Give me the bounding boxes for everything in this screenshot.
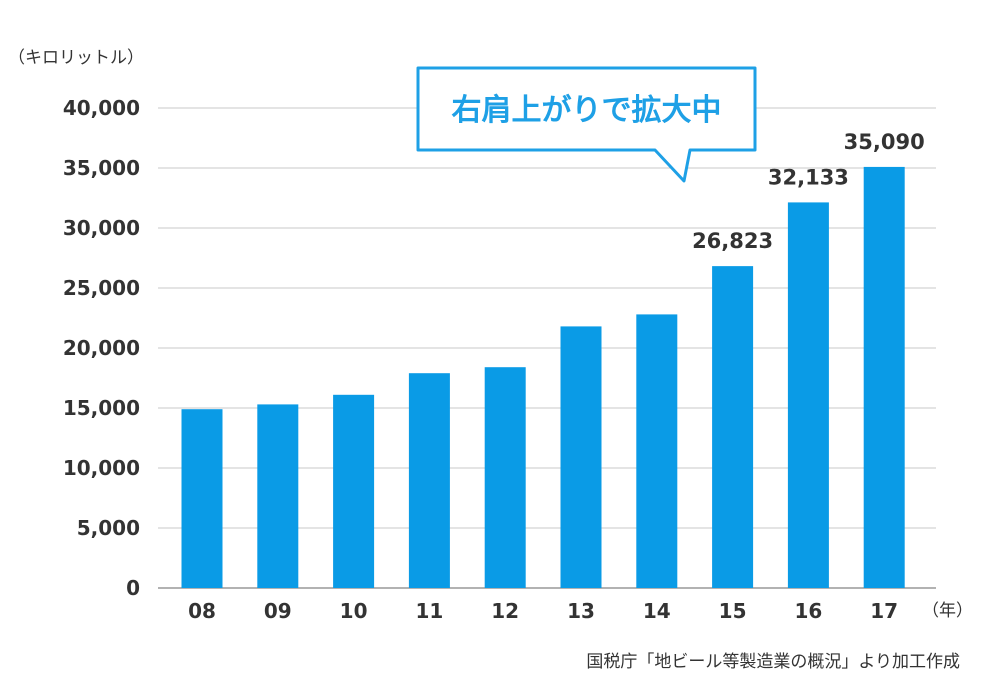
y-tick-label: 10,000 bbox=[63, 456, 140, 480]
callout-text: 右肩上がりで拡大中 bbox=[452, 93, 722, 128]
y-tick-label: 25,000 bbox=[63, 276, 140, 300]
x-tick-label: 10 bbox=[340, 599, 368, 623]
x-axis-unit-label: （年） bbox=[922, 601, 973, 621]
y-tick-label: 35,000 bbox=[63, 156, 140, 180]
y-axis-tick-labels: 0 5,000 10,000 15,000 20,000 25,000 30,000 35,0… bbox=[63, 96, 140, 600]
bar bbox=[181, 409, 223, 588]
bar bbox=[636, 314, 678, 588]
x-tick-label: 12 bbox=[491, 599, 519, 623]
bars bbox=[181, 166, 905, 589]
value-labels: 26,823 32,133 35,090 bbox=[692, 130, 925, 253]
x-tick-label: 11 bbox=[415, 599, 443, 623]
y-tick-label: 5,000 bbox=[77, 516, 140, 540]
y-tick-label: 0 bbox=[126, 576, 140, 600]
y-tick-label: 30,000 bbox=[63, 216, 140, 240]
x-tick-label: 13 bbox=[567, 599, 595, 623]
bar bbox=[560, 326, 602, 588]
bar bbox=[333, 394, 375, 588]
y-axis-unit-label: （キロリットル） bbox=[8, 48, 144, 68]
x-tick-label: 09 bbox=[264, 599, 292, 623]
x-tick-label: 15 bbox=[719, 599, 747, 623]
y-tick-label: 15,000 bbox=[63, 396, 140, 420]
x-tick-label: 17 bbox=[870, 599, 898, 623]
value-label: 32,133 bbox=[768, 165, 849, 189]
x-tick-label: 16 bbox=[794, 599, 822, 623]
bar bbox=[863, 166, 905, 589]
x-axis-tick-labels: 08 09 10 11 12 13 14 15 16 17 bbox=[188, 599, 898, 623]
value-label: 26,823 bbox=[692, 229, 773, 253]
callout-shape bbox=[416, 66, 757, 183]
x-tick-label: 08 bbox=[188, 599, 216, 623]
value-label: 35,090 bbox=[844, 130, 925, 154]
bar bbox=[257, 404, 299, 588]
callout-bubble: 右肩上がりで拡大中 bbox=[416, 66, 757, 183]
bar bbox=[484, 367, 526, 588]
bar bbox=[712, 266, 754, 588]
x-tick-label: 14 bbox=[643, 599, 671, 623]
bar bbox=[787, 202, 829, 589]
y-tick-label: 20,000 bbox=[63, 336, 140, 360]
source-note: 国税庁「地ビール等製造業の概況」より加工作成 bbox=[586, 652, 960, 672]
y-tick-label: 40,000 bbox=[63, 96, 140, 120]
bar bbox=[408, 373, 450, 588]
